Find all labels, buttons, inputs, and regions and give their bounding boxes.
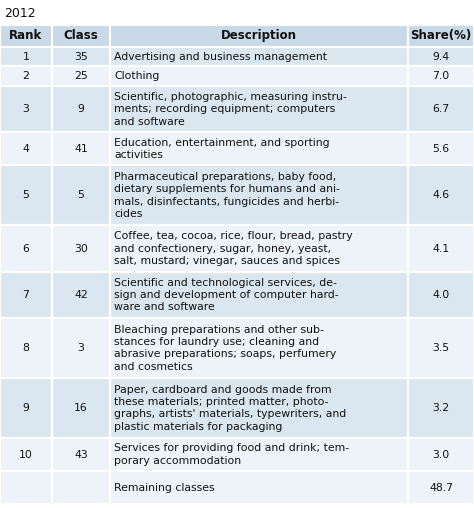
Text: 2012: 2012 — [4, 7, 36, 20]
Bar — [52, 165, 110, 225]
Bar — [110, 225, 408, 272]
Text: 9: 9 — [78, 104, 84, 114]
Bar — [110, 272, 408, 318]
Text: 4.6: 4.6 — [432, 190, 449, 200]
Text: 35: 35 — [74, 52, 88, 61]
Text: 41: 41 — [74, 144, 88, 154]
Bar — [52, 225, 110, 272]
Text: Class: Class — [64, 29, 99, 43]
Text: 3: 3 — [23, 104, 29, 114]
Text: 9: 9 — [23, 403, 29, 413]
Bar — [408, 272, 474, 318]
Bar — [52, 378, 110, 438]
Text: Rank: Rank — [9, 29, 43, 43]
Bar — [0, 47, 52, 67]
Text: Bleaching preparations and other sub-
stances for laundry use; cleaning and
abra: Bleaching preparations and other sub- st… — [114, 325, 336, 372]
Text: 7: 7 — [23, 290, 29, 300]
Bar — [52, 318, 110, 378]
Text: 16: 16 — [74, 403, 88, 413]
Bar — [0, 86, 52, 133]
Text: Scientific and technological services, de-
sign and development of computer hard: Scientific and technological services, d… — [114, 277, 338, 312]
Text: Clothing: Clothing — [114, 71, 159, 81]
Text: Remaining classes: Remaining classes — [114, 483, 215, 493]
Bar — [0, 25, 52, 47]
Bar — [110, 438, 408, 471]
Bar — [0, 67, 52, 86]
Text: 3: 3 — [78, 343, 84, 353]
Text: Share(%): Share(%) — [410, 29, 472, 43]
Bar — [110, 133, 408, 165]
Text: 3.0: 3.0 — [432, 450, 450, 460]
Text: Scientific, photographic, measuring instru-
ments; recording equipment; computer: Scientific, photographic, measuring inst… — [114, 92, 347, 126]
Bar — [408, 25, 474, 47]
Text: 4.0: 4.0 — [432, 290, 450, 300]
Text: 1: 1 — [23, 52, 29, 61]
Bar — [110, 378, 408, 438]
Bar — [110, 25, 408, 47]
Text: Paper, cardboard and goods made from
these materials; printed matter, photo-
gra: Paper, cardboard and goods made from the… — [114, 385, 346, 432]
Text: Education, entertainment, and sporting
activities: Education, entertainment, and sporting a… — [114, 138, 329, 160]
Bar — [110, 47, 408, 67]
Text: 4: 4 — [23, 144, 29, 154]
Bar — [110, 67, 408, 86]
Bar — [0, 318, 52, 378]
Bar — [52, 133, 110, 165]
Bar — [0, 438, 52, 471]
Bar — [52, 471, 110, 504]
Text: Pharmaceutical preparations, baby food,
dietary supplements for humans and ani-
: Pharmaceutical preparations, baby food, … — [114, 172, 340, 219]
Text: 48.7: 48.7 — [429, 483, 453, 493]
Bar — [408, 133, 474, 165]
Text: 30: 30 — [74, 243, 88, 253]
Bar — [408, 471, 474, 504]
Bar — [408, 378, 474, 438]
Text: 5: 5 — [78, 190, 84, 200]
Bar — [0, 272, 52, 318]
Text: 10: 10 — [19, 450, 33, 460]
Bar — [408, 225, 474, 272]
Text: 5: 5 — [23, 190, 29, 200]
Bar — [110, 86, 408, 133]
Bar — [52, 272, 110, 318]
Bar — [52, 47, 110, 67]
Bar — [0, 225, 52, 272]
Bar — [408, 318, 474, 378]
Text: 25: 25 — [74, 71, 88, 81]
Text: 9.4: 9.4 — [432, 52, 449, 61]
Bar — [110, 165, 408, 225]
Bar — [408, 86, 474, 133]
Bar — [408, 67, 474, 86]
Bar — [0, 165, 52, 225]
Text: Coffee, tea, cocoa, rice, flour, bread, pastry
and confectionery, sugar, honey, : Coffee, tea, cocoa, rice, flour, bread, … — [114, 231, 353, 266]
Bar — [408, 438, 474, 471]
Bar — [110, 318, 408, 378]
Text: Services for providing food and drink; tem-
porary accommodation: Services for providing food and drink; t… — [114, 443, 349, 466]
Bar — [0, 471, 52, 504]
Bar — [52, 25, 110, 47]
Text: Description: Description — [221, 29, 297, 43]
Text: 43: 43 — [74, 450, 88, 460]
Text: 5.6: 5.6 — [432, 144, 449, 154]
Text: 2: 2 — [23, 71, 29, 81]
Bar — [408, 165, 474, 225]
Text: 6.7: 6.7 — [432, 104, 449, 114]
Text: Advertising and business management: Advertising and business management — [114, 52, 327, 61]
Text: 8: 8 — [23, 343, 29, 353]
Text: 7.0: 7.0 — [432, 71, 450, 81]
Bar — [0, 133, 52, 165]
Bar — [0, 378, 52, 438]
Text: 6: 6 — [23, 243, 29, 253]
Bar — [52, 67, 110, 86]
Text: 4.1: 4.1 — [432, 243, 449, 253]
Bar — [52, 86, 110, 133]
Text: 3.5: 3.5 — [432, 343, 449, 353]
Bar — [52, 438, 110, 471]
Bar — [110, 471, 408, 504]
Text: 42: 42 — [74, 290, 88, 300]
Text: 3.2: 3.2 — [432, 403, 449, 413]
Bar — [408, 47, 474, 67]
